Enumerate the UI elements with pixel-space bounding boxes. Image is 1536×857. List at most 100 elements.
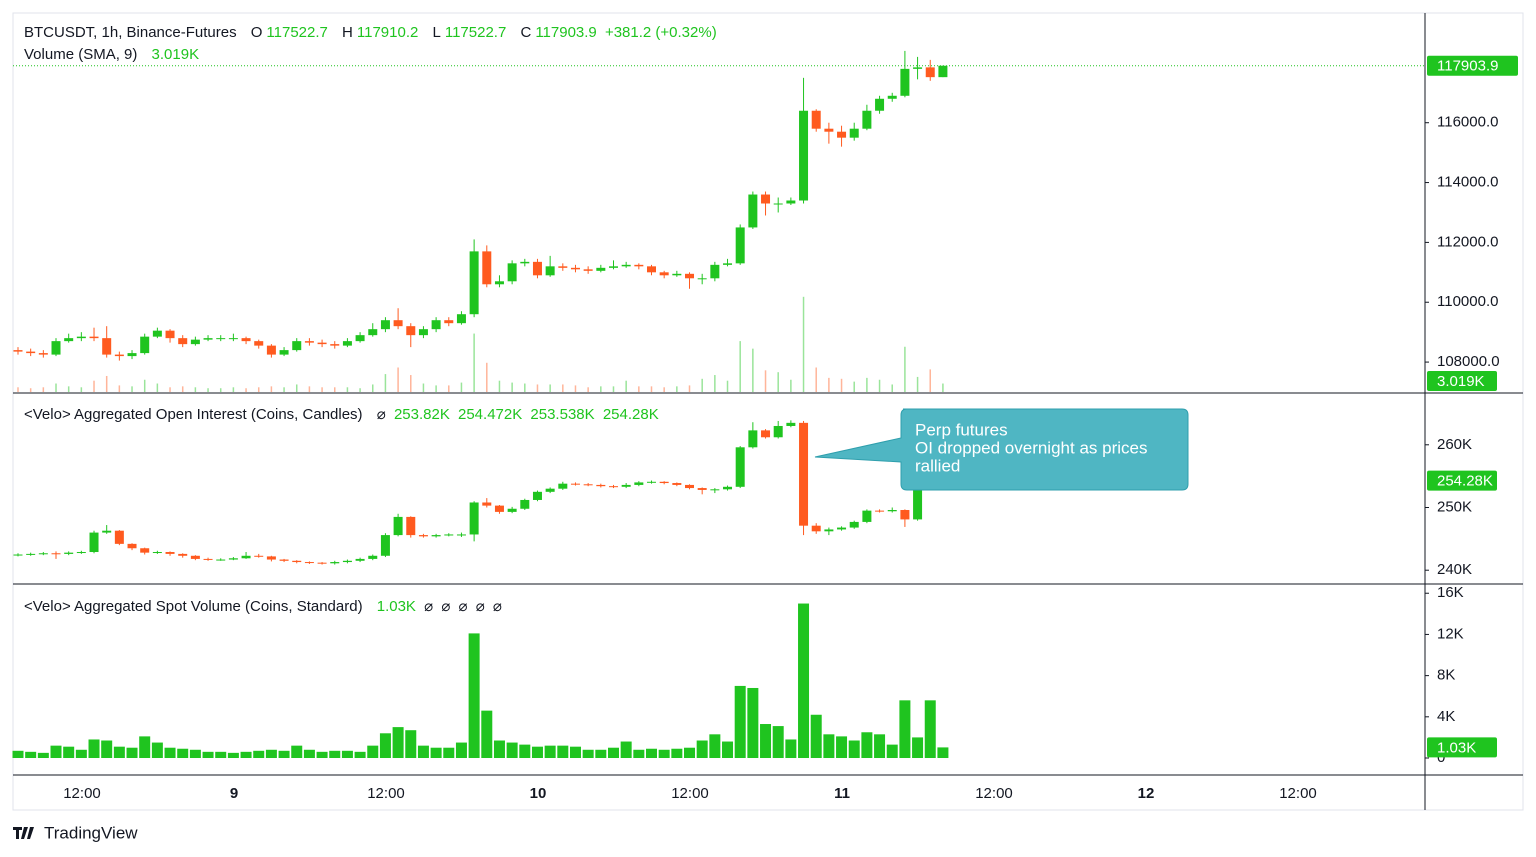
volume-bar [372, 384, 374, 392]
candle-body [761, 430, 771, 438]
candle-body [406, 326, 416, 336]
candle-body [875, 510, 885, 512]
volume-bar [929, 369, 931, 392]
volume-bar [448, 385, 450, 392]
candle-body [254, 555, 264, 557]
candle-body [824, 128, 834, 132]
bar [506, 742, 518, 759]
volume-bar [55, 383, 57, 392]
y-tick-label: 110000.0 [1437, 293, 1498, 310]
candle-body [51, 553, 61, 555]
x-tick-label: 10 [530, 785, 547, 802]
logo: TradingView [13, 823, 138, 842]
bar [886, 744, 898, 759]
bar [937, 747, 949, 759]
bar [671, 748, 683, 759]
candle-body [900, 510, 910, 520]
volume-bar [853, 381, 855, 392]
y-tick-label: 8K [1437, 667, 1455, 684]
volume-bar [866, 377, 868, 392]
volume-bar [181, 386, 184, 392]
volume-bar [739, 341, 741, 392]
title: BTCUSDT, 1h, Binance-Futures [24, 24, 237, 41]
candle-body [532, 261, 542, 276]
volume-bar [384, 374, 387, 392]
symbol: ⌀ [475, 598, 485, 615]
volume-bar [486, 362, 488, 392]
volume-bar [777, 372, 779, 392]
candle-body [647, 481, 656, 483]
candle-body [799, 422, 809, 526]
y-tick-label: 12K [1437, 625, 1464, 642]
volume-bar [270, 386, 273, 392]
volume-bar [410, 375, 412, 392]
bar [329, 750, 341, 759]
spot-title: <Velo> Aggregated Spot Volume (Coins, St… [24, 598, 363, 615]
bar [836, 736, 848, 759]
candle-body [811, 110, 821, 129]
volume-bar [587, 387, 589, 392]
bar [823, 734, 835, 759]
price-tag [1427, 55, 1518, 76]
candle-body [444, 534, 454, 536]
volume-bar [638, 386, 640, 392]
y-tick-label: 260K [1437, 436, 1472, 453]
bar [303, 749, 315, 759]
price-tag-label: 117903.9 [1437, 58, 1498, 75]
logo-icon [13, 827, 34, 839]
volume-bar [524, 383, 526, 392]
volume-bar [802, 296, 805, 392]
candle-body [608, 486, 618, 488]
candle-body [254, 341, 264, 346]
volume-bar [435, 385, 437, 392]
candle-body [849, 521, 859, 528]
candle-body [393, 516, 403, 536]
price-tag-label: 254.28K [1437, 473, 1493, 490]
bar [924, 700, 936, 759]
volume-bar [207, 388, 209, 392]
candle-body [51, 341, 61, 355]
bar [291, 745, 303, 759]
candle-body [418, 535, 428, 537]
price-tag [1427, 371, 1497, 391]
candle-body [659, 481, 669, 484]
candle-body [837, 527, 847, 530]
annotation: Perp futures OI dropped overnight as pri… [814, 408, 1189, 491]
bar [113, 746, 125, 759]
volume-bar [942, 383, 944, 392]
volume-bar [17, 387, 19, 392]
bar [151, 742, 163, 759]
candle-body [786, 422, 796, 426]
oi-title: <Velo> Aggregated Open Interest (Coins, … [24, 406, 363, 423]
bar [341, 750, 353, 759]
bar [430, 747, 442, 759]
candle-body [710, 489, 720, 491]
y-tick-label: 250K [1437, 498, 1472, 515]
candle-body [102, 338, 112, 355]
candle-body [469, 502, 479, 535]
candle-body [900, 68, 910, 96]
bar [658, 749, 670, 759]
bar [126, 747, 138, 759]
candle-body [697, 278, 707, 280]
volume-bar [663, 387, 665, 392]
volume-bar [511, 382, 513, 392]
bar [696, 740, 708, 759]
bar [316, 751, 328, 759]
bar [734, 685, 746, 759]
price-tag [1427, 737, 1497, 758]
bar [63, 746, 75, 759]
candle-body [532, 491, 542, 500]
bar [899, 700, 911, 759]
candle-body [570, 483, 580, 485]
symbol: ⌀ [376, 406, 386, 423]
callout [814, 408, 1189, 491]
bar [861, 732, 873, 759]
volume-bar [574, 385, 577, 392]
volume-bar [29, 388, 32, 392]
bar [202, 751, 214, 759]
candle-body [190, 339, 200, 345]
candle-body [545, 488, 555, 492]
volume-bar [498, 380, 501, 392]
x-tick-label: 12:00 [1279, 785, 1317, 802]
